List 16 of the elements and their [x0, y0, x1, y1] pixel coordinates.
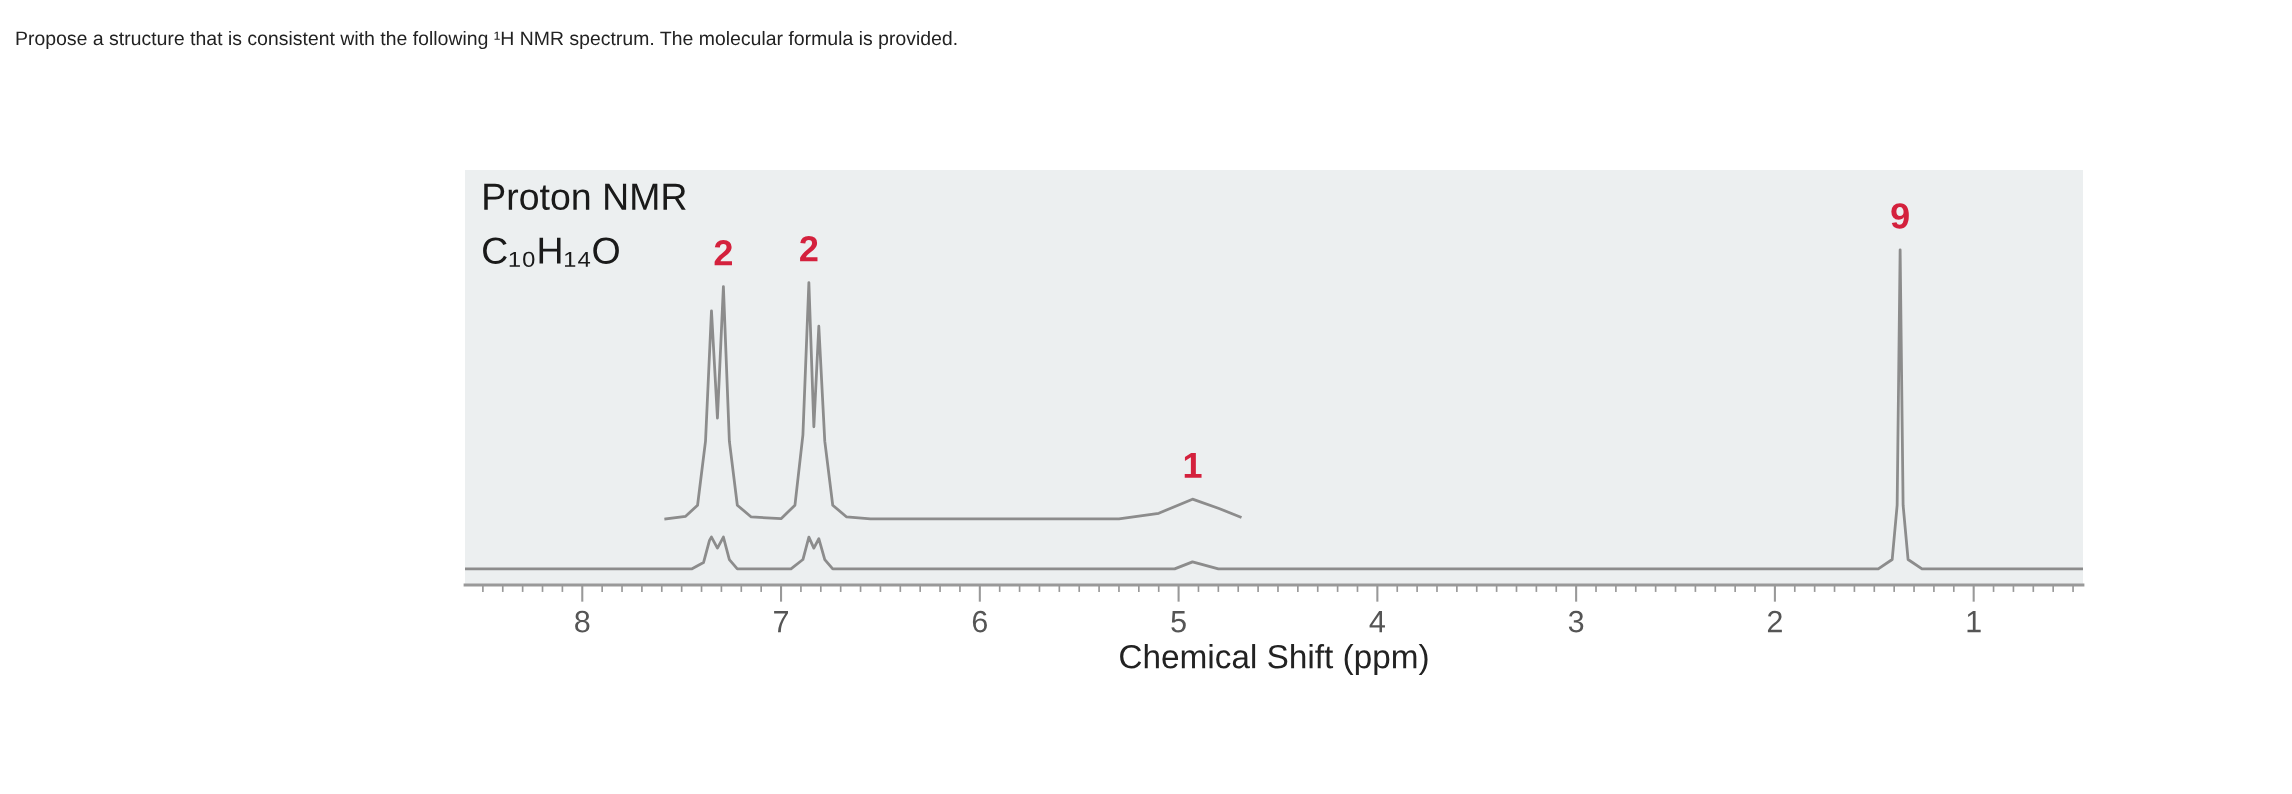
- x-axis-title: Chemical Shift (ppm): [1120, 644, 1428, 676]
- x-tick-label: 8: [575, 610, 590, 633]
- x-tick-label: 3: [1568, 610, 1584, 633]
- text: Proton NMR: [484, 183, 686, 210]
- x-tick-label: 5: [1171, 611, 1186, 633]
- annotation: C₁₀H₁₄O: [483, 237, 619, 267]
- annotation: 2: [714, 240, 732, 266]
- x-tick-label: 7: [774, 611, 789, 633]
- x-tick-label: 2: [1767, 610, 1782, 633]
- annotation: 2: [800, 236, 818, 262]
- x-tick-label: 1: [1967, 611, 1981, 633]
- chart-title: Propose a structure that is consistent with the following ¹H NMR spectrum. The molecular formula is provided.: [16, 30, 957, 50]
- annotation: 9: [1891, 203, 1909, 229]
- x-tick-label: 6: [972, 610, 987, 633]
- x-tick-label: 4: [1369, 611, 1385, 633]
- annotation: 1: [1184, 452, 1202, 478]
